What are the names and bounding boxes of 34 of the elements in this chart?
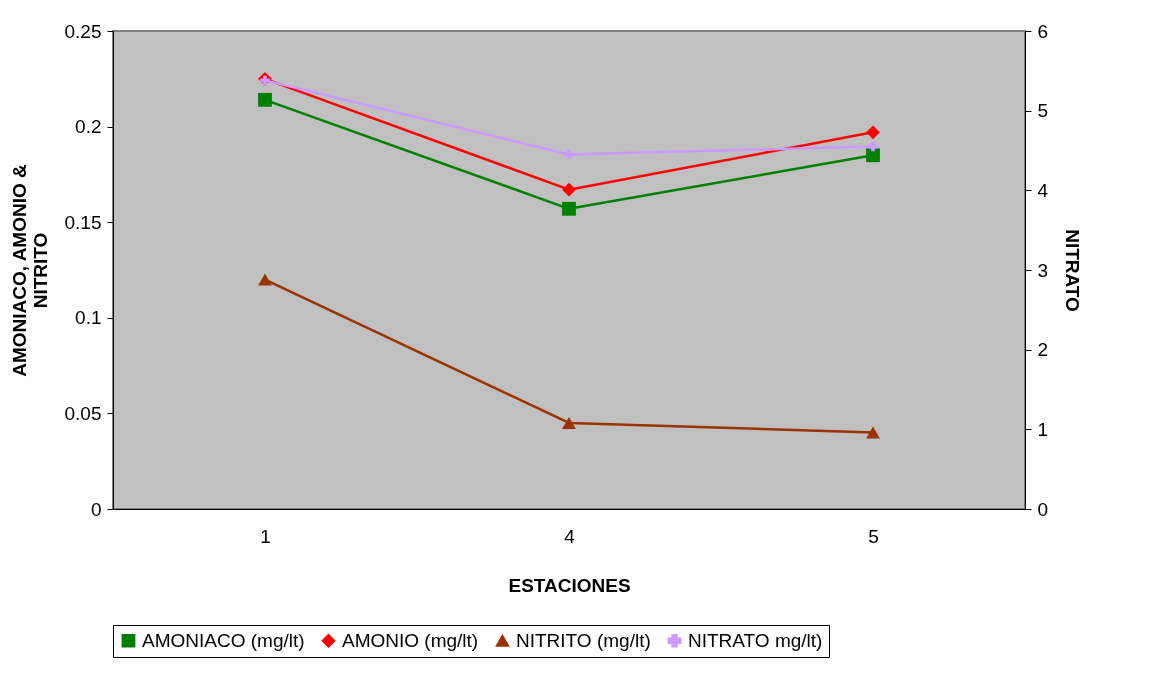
point — [564, 149, 574, 160]
x-tick-label: 4 — [564, 525, 576, 547]
y-tick-label: 0.1 — [75, 307, 102, 329]
x-tick-label: 1 — [260, 525, 271, 547]
x-tick-label: 5 — [868, 525, 879, 547]
legend-label: AMONIO (mg/lt) — [342, 629, 479, 651]
x-axis-title: ESTACIONES — [508, 574, 631, 596]
legend-label: AMONIACO (mg/lt) — [142, 629, 305, 651]
y-tick-label: 0.2 — [75, 116, 102, 138]
point — [866, 426, 880, 439]
point — [260, 75, 270, 86]
y2-tick-label: 5 — [1037, 100, 1049, 122]
point — [562, 201, 576, 216]
point — [562, 416, 576, 429]
point — [562, 182, 576, 197]
y2-tick-label: 2 — [1037, 339, 1049, 361]
legend-label: NITRITO (mg/lt) — [516, 629, 651, 651]
y-tick-label: 0 — [90, 498, 102, 520]
y-axis-title: AMONIACO, AMONIO & NITRITO — [8, 163, 51, 377]
point — [866, 148, 880, 163]
y-tick-label: 0.05 — [64, 402, 102, 424]
y2-tick-label: 6 — [1037, 20, 1049, 42]
point — [258, 273, 272, 286]
y2-axis-title: NITRATO — [1062, 229, 1084, 312]
y-tick-label: 0.15 — [64, 211, 102, 233]
y2-tick-label: 0 — [1037, 498, 1049, 520]
point — [868, 141, 878, 152]
y2-tick-label: 3 — [1037, 259, 1049, 281]
point — [258, 92, 272, 107]
legend-label: NITRATO mg/lt) — [688, 629, 823, 651]
y-tick-label: 0.25 — [64, 20, 102, 42]
y2-tick-label: 4 — [1037, 179, 1049, 201]
point — [866, 125, 880, 140]
y2-tick-label: 1 — [1037, 418, 1049, 440]
